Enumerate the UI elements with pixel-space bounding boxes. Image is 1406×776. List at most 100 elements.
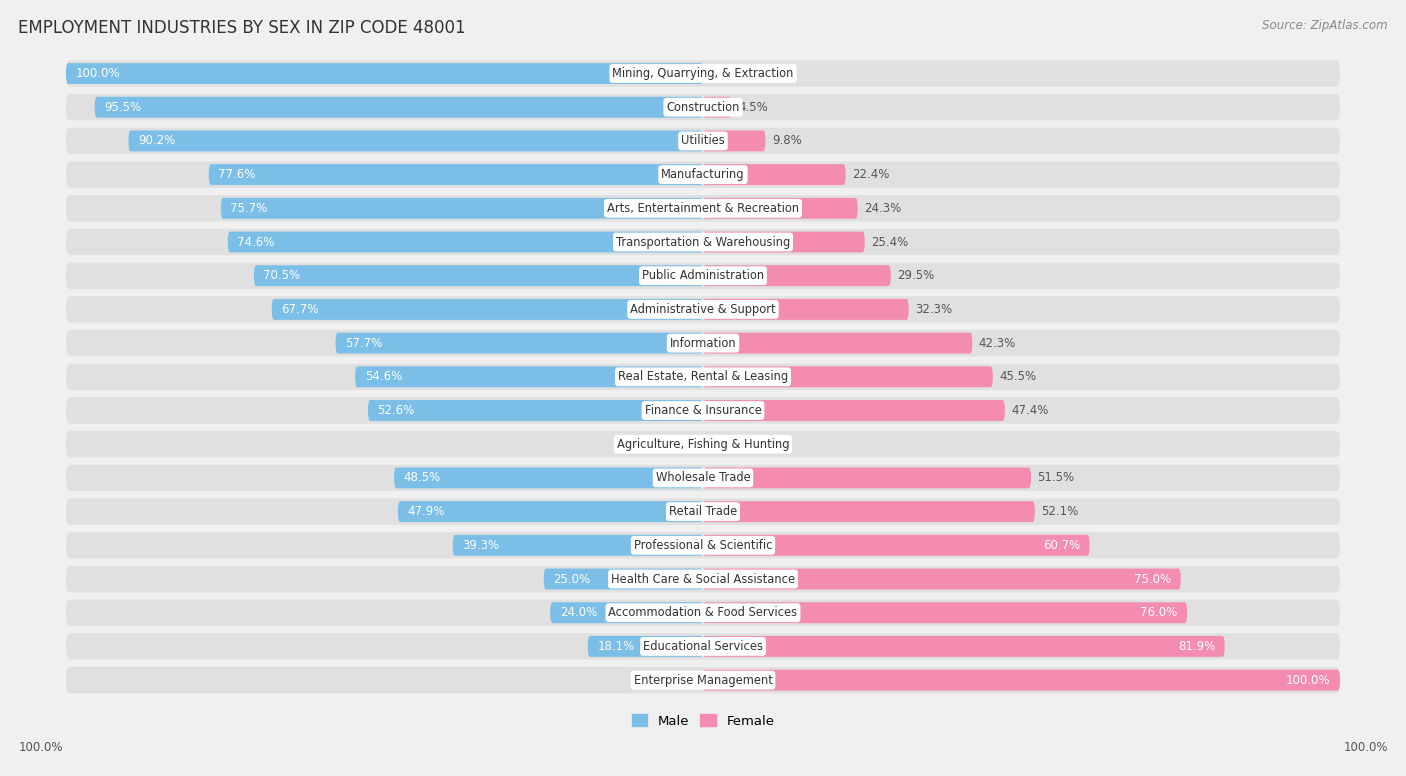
Text: Information: Information (669, 337, 737, 350)
Text: 74.6%: 74.6% (238, 235, 274, 248)
FancyBboxPatch shape (544, 569, 703, 590)
FancyBboxPatch shape (703, 299, 908, 320)
FancyBboxPatch shape (588, 636, 703, 656)
FancyBboxPatch shape (394, 467, 703, 488)
FancyBboxPatch shape (66, 532, 1340, 559)
FancyBboxPatch shape (703, 400, 1005, 421)
Text: 0.0%: 0.0% (666, 674, 696, 687)
Text: 57.7%: 57.7% (344, 337, 382, 350)
Text: Health Care & Social Assistance: Health Care & Social Assistance (612, 573, 794, 586)
Text: 76.0%: 76.0% (1140, 606, 1178, 619)
FancyBboxPatch shape (66, 196, 1340, 221)
Legend: Male, Female: Male, Female (626, 709, 780, 733)
FancyBboxPatch shape (550, 602, 703, 623)
FancyBboxPatch shape (703, 97, 731, 118)
FancyBboxPatch shape (228, 231, 703, 252)
Text: 39.3%: 39.3% (463, 539, 499, 552)
Text: 81.9%: 81.9% (1178, 640, 1215, 653)
FancyBboxPatch shape (703, 467, 1031, 488)
Text: 25.0%: 25.0% (554, 573, 591, 586)
Text: 0.0%: 0.0% (666, 438, 696, 451)
FancyBboxPatch shape (703, 165, 845, 185)
FancyBboxPatch shape (703, 501, 1035, 522)
Text: Wholesale Trade: Wholesale Trade (655, 471, 751, 484)
FancyBboxPatch shape (66, 566, 1340, 592)
FancyBboxPatch shape (66, 498, 1340, 525)
Text: EMPLOYMENT INDUSTRIES BY SEX IN ZIP CODE 48001: EMPLOYMENT INDUSTRIES BY SEX IN ZIP CODE… (18, 19, 465, 37)
FancyBboxPatch shape (703, 569, 1181, 590)
FancyBboxPatch shape (66, 161, 1340, 188)
Text: Utilities: Utilities (681, 134, 725, 147)
Text: 18.1%: 18.1% (598, 640, 634, 653)
Text: Enterprise Management: Enterprise Management (634, 674, 772, 687)
Text: 100.0%: 100.0% (1343, 741, 1388, 754)
FancyBboxPatch shape (66, 364, 1340, 390)
FancyBboxPatch shape (703, 333, 973, 354)
Text: 9.8%: 9.8% (772, 134, 801, 147)
Text: Source: ZipAtlas.com: Source: ZipAtlas.com (1263, 19, 1388, 33)
FancyBboxPatch shape (453, 535, 703, 556)
FancyBboxPatch shape (703, 602, 1187, 623)
Text: 0.0%: 0.0% (710, 438, 740, 451)
FancyBboxPatch shape (356, 366, 703, 387)
Text: 100.0%: 100.0% (18, 741, 63, 754)
Text: Transportation & Warehousing: Transportation & Warehousing (616, 235, 790, 248)
FancyBboxPatch shape (221, 198, 703, 219)
FancyBboxPatch shape (336, 333, 703, 354)
FancyBboxPatch shape (703, 636, 1225, 656)
Text: 60.7%: 60.7% (1043, 539, 1080, 552)
Text: 24.0%: 24.0% (560, 606, 598, 619)
FancyBboxPatch shape (66, 262, 1340, 289)
Text: 0.0%: 0.0% (710, 67, 740, 80)
Text: Construction: Construction (666, 101, 740, 114)
Text: 70.5%: 70.5% (263, 269, 301, 282)
Text: Retail Trade: Retail Trade (669, 505, 737, 518)
FancyBboxPatch shape (66, 61, 1340, 87)
FancyBboxPatch shape (66, 330, 1340, 356)
FancyBboxPatch shape (66, 94, 1340, 120)
FancyBboxPatch shape (208, 165, 703, 185)
Text: Real Estate, Rental & Leasing: Real Estate, Rental & Leasing (619, 370, 787, 383)
Text: 25.4%: 25.4% (872, 235, 908, 248)
Text: 67.7%: 67.7% (281, 303, 319, 316)
FancyBboxPatch shape (368, 400, 703, 421)
FancyBboxPatch shape (703, 265, 891, 286)
Text: 75.0%: 75.0% (1135, 573, 1171, 586)
Text: 54.6%: 54.6% (364, 370, 402, 383)
FancyBboxPatch shape (703, 130, 765, 151)
Text: Accommodation & Food Services: Accommodation & Food Services (609, 606, 797, 619)
Text: Mining, Quarrying, & Extraction: Mining, Quarrying, & Extraction (612, 67, 794, 80)
FancyBboxPatch shape (703, 535, 1090, 556)
FancyBboxPatch shape (703, 231, 865, 252)
FancyBboxPatch shape (254, 265, 703, 286)
FancyBboxPatch shape (66, 296, 1340, 323)
Text: 48.5%: 48.5% (404, 471, 440, 484)
Text: 51.5%: 51.5% (1038, 471, 1074, 484)
FancyBboxPatch shape (66, 633, 1340, 660)
FancyBboxPatch shape (66, 229, 1340, 255)
FancyBboxPatch shape (398, 501, 703, 522)
FancyBboxPatch shape (128, 130, 703, 151)
Text: 100.0%: 100.0% (1286, 674, 1330, 687)
Text: 29.5%: 29.5% (897, 269, 935, 282)
Text: 52.1%: 52.1% (1042, 505, 1078, 518)
Text: 75.7%: 75.7% (231, 202, 267, 215)
Text: 52.6%: 52.6% (377, 404, 415, 417)
Text: Public Administration: Public Administration (643, 269, 763, 282)
Text: Agriculture, Fishing & Hunting: Agriculture, Fishing & Hunting (617, 438, 789, 451)
Text: Manufacturing: Manufacturing (661, 168, 745, 181)
FancyBboxPatch shape (66, 431, 1340, 457)
Text: Professional & Scientific: Professional & Scientific (634, 539, 772, 552)
Text: Arts, Entertainment & Recreation: Arts, Entertainment & Recreation (607, 202, 799, 215)
Text: 24.3%: 24.3% (865, 202, 901, 215)
FancyBboxPatch shape (703, 670, 1340, 691)
Text: Finance & Insurance: Finance & Insurance (644, 404, 762, 417)
Text: 47.4%: 47.4% (1011, 404, 1049, 417)
Text: 22.4%: 22.4% (852, 168, 890, 181)
Text: 42.3%: 42.3% (979, 337, 1017, 350)
FancyBboxPatch shape (703, 366, 993, 387)
FancyBboxPatch shape (66, 63, 703, 84)
FancyBboxPatch shape (703, 198, 858, 219)
Text: 77.6%: 77.6% (218, 168, 256, 181)
Text: 90.2%: 90.2% (138, 134, 176, 147)
